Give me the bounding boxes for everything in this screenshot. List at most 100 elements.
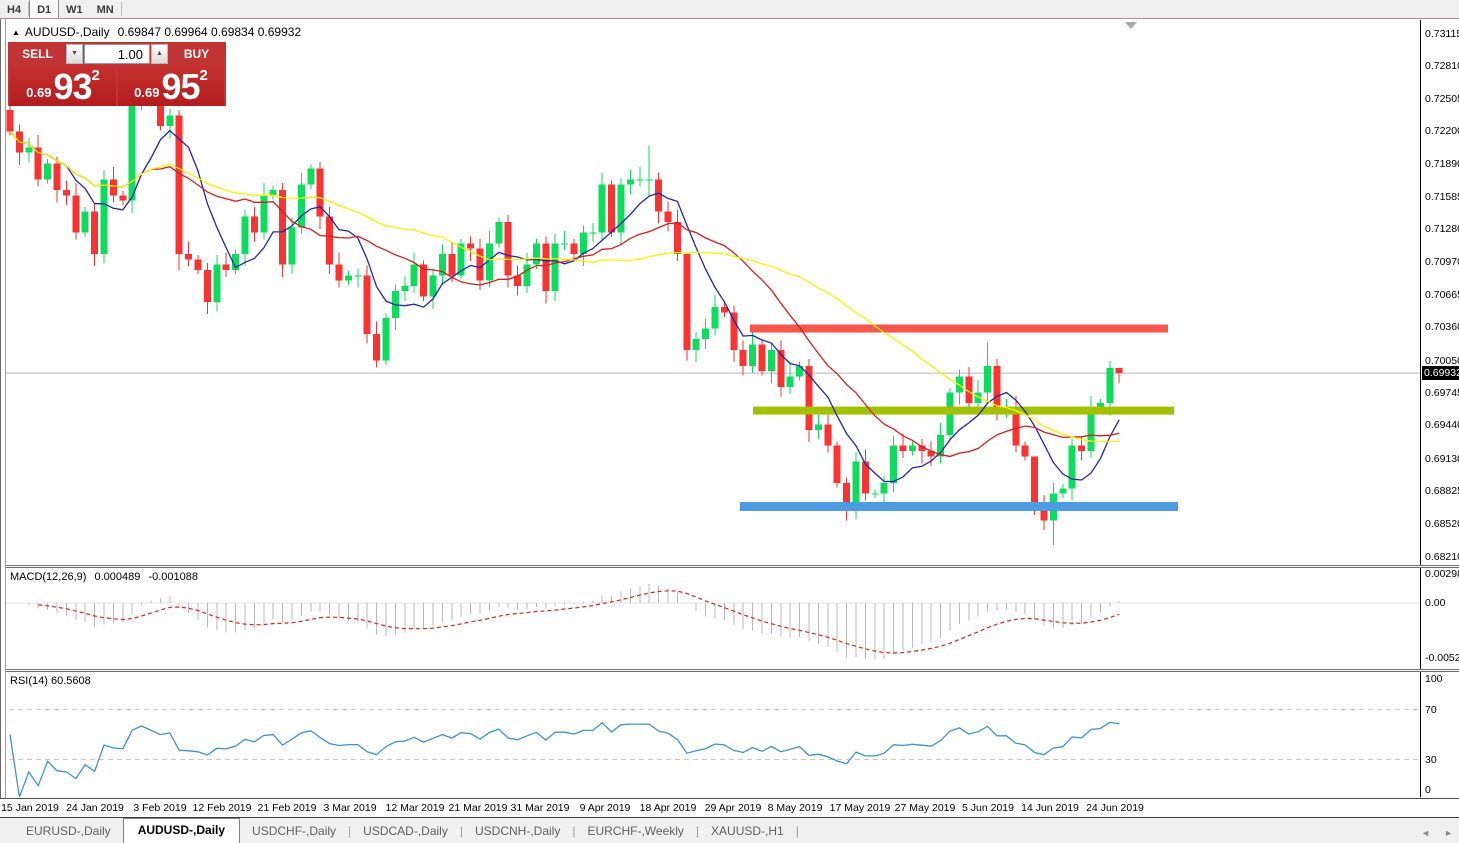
price-chart-canvas[interactable] [0, 20, 1420, 565]
price-tick: 0.71585 [1425, 190, 1459, 203]
timeframe-button-h4[interactable]: H4 [7, 3, 22, 16]
pane-splitter[interactable] [0, 565, 1459, 568]
date-tick: 29 Apr 2019 [704, 802, 762, 814]
date-tick: 14 Jun 2019 [1021, 802, 1079, 814]
tab-separator: | [348, 824, 352, 838]
rsi-tick: 100 [1425, 673, 1443, 685]
macd-tick: 0.00 [1425, 597, 1446, 609]
price-pane[interactable] [0, 20, 1420, 565]
date-tick: 5 Jun 2019 [962, 802, 1014, 814]
date-tick: 24 Jan 2019 [66, 802, 124, 814]
sell-price-sup: 2 [91, 67, 100, 84]
collapse-panel-icon[interactable]: ▲ [12, 28, 20, 37]
tab-separator: | [459, 824, 463, 838]
buy-price-prefix: 0.69 [134, 85, 160, 100]
date-tick: 3 Feb 2019 [133, 802, 187, 814]
tab-scroll-right-icon[interactable]: ► [1444, 828, 1453, 838]
rsi-tick: 0 [1425, 784, 1431, 796]
tab-separator: | [795, 824, 799, 838]
chart-tab-bar: EURUSD-,Daily AUDUSD-,Daily USDCHF-,Daily |… [0, 817, 1459, 843]
price-tick: 0.68210 [1425, 550, 1459, 563]
rsi-label: RSI(14) 60.5608 [10, 675, 91, 687]
date-tick: 8 May 2019 [767, 802, 823, 814]
macd-pane: MACD(12,26,9) 0.000489 -0.001088 [0, 568, 1420, 669]
date-tick: 18 Apr 2019 [639, 802, 697, 814]
chart-shift-marker-icon[interactable] [1125, 22, 1137, 29]
sell-price-prefix: 0.69 [26, 85, 52, 100]
chart-tab-xauusd-h1[interactable]: XAUUSD-,H1 [711, 824, 784, 838]
volume-increase-button[interactable]: ▲ [151, 44, 168, 64]
tab-scroll-controls: ◄ ► [1407, 828, 1453, 838]
price-tick: 0.68825 [1425, 485, 1459, 498]
tab-separator: | [572, 824, 576, 838]
current-price-tag: 0.69932 [1422, 366, 1459, 381]
spinner-down-icon: ▼ [71, 50, 78, 57]
macd-tick: 0.002984 [1425, 568, 1459, 580]
volume-decrease-button[interactable]: ▼ [66, 44, 83, 64]
timeframe-toolbar: H4 D1 W1 MN [0, 0, 1459, 19]
date-tick: 21 Feb 2019 [257, 802, 317, 814]
tab-scroll-left-icon[interactable]: ◄ [1421, 828, 1431, 838]
date-tick: 3 Mar 2019 [323, 802, 377, 814]
chart-title: ▲ AUDUSD-,Daily 0.69847 0.69964 0.69834 0.… [12, 25, 301, 39]
macd-tick: -0.00525 [1425, 652, 1459, 665]
chart-tab-eurusd-daily[interactable]: EURUSD-,Daily [26, 824, 111, 838]
macd-signal-value: -0.001088 [148, 571, 198, 583]
sell-quote-box[interactable]: 0.69 93 2 [10, 66, 116, 106]
price-tick: 0.70665 [1425, 288, 1459, 301]
chart-tab-usdcad-daily[interactable]: USDCAD-,Daily [363, 824, 448, 838]
timeframe-button-d1[interactable]: D1 [29, 0, 60, 18]
chart-tab-usdcnh-daily[interactable]: USDCNH-,Daily [474, 824, 561, 838]
date-tick: 27 May 2019 [894, 802, 956, 814]
one-click-trade-panel: SELL ▼ ▲ BUY 0.69 93 2 0.69 95 2 [8, 42, 226, 106]
chart-ohlc-values: 0.69847 0.69964 0.69834 0.69932 [117, 25, 302, 39]
macd-canvas [0, 584, 1420, 660]
date-axis: 15 Jan 2019 24 Jan 2019 3 Feb 2019 12 Feb 2… [0, 798, 1459, 816]
toolbar-separator [28, 2, 30, 16]
rsi-pane: RSI(14) 60.5608 [0, 672, 1420, 797]
rsi-tick: 30 [1425, 753, 1437, 766]
date-tick: 12 Mar 2019 [385, 802, 445, 814]
rsi-tick: 70 [1425, 703, 1437, 716]
macd-main-value: 0.000489 [94, 571, 141, 583]
chart-window: ▲ AUDUSD-,Daily 0.69847 0.69964 0.69834 0.… [0, 19, 1459, 843]
buy-price-sup: 2 [199, 67, 208, 84]
sell-button[interactable]: SELL [10, 44, 65, 64]
chart-tab-audusd-daily[interactable]: AUDUSD-,Daily [122, 818, 241, 843]
sell-price-big: 93 [53, 66, 92, 108]
chart-symbol-label: AUDUSD-,Daily [24, 25, 110, 39]
date-tick: 31 Mar 2019 [510, 802, 570, 814]
macd-axis: 0.002984 0.00 -0.00525 [1420, 568, 1459, 669]
chart-tab-eurchf-weekly[interactable]: EURCHF-,Weekly [587, 824, 684, 838]
rsi-axis: 100 70 30 0 [1420, 672, 1459, 797]
macd-label: MACD(12,26,9) 0.000489 -0.001088 [10, 571, 198, 583]
volume-input[interactable] [84, 44, 150, 64]
price-tick: 0.69745 [1425, 386, 1459, 399]
timeframe-button-mn[interactable]: MN [96, 3, 114, 16]
date-tick: 21 Mar 2019 [448, 802, 508, 814]
buy-button[interactable]: BUY [169, 44, 224, 64]
date-tick: 17 May 2019 [829, 802, 891, 814]
date-tick: 24 Jun 2019 [1086, 802, 1144, 814]
rsi-canvas [0, 709, 1420, 797]
window-left-frame [0, 19, 6, 798]
buy-quote-box[interactable]: 0.69 95 2 [118, 66, 224, 106]
macd-name: MACD(12,26,9) [10, 571, 87, 583]
pane-splitter[interactable] [0, 669, 1459, 672]
price-tick: 0.72505 [1425, 92, 1459, 105]
toolbar-separator [120, 2, 122, 16]
chart-tab-usdchf-daily[interactable]: USDCHF-,Daily [252, 824, 337, 838]
tab-separator: | [695, 824, 700, 838]
price-tick: 0.73115 [1425, 27, 1459, 40]
timeframe-button-w1[interactable]: W1 [66, 3, 83, 16]
spinner-up-icon: ▲ [156, 50, 163, 57]
